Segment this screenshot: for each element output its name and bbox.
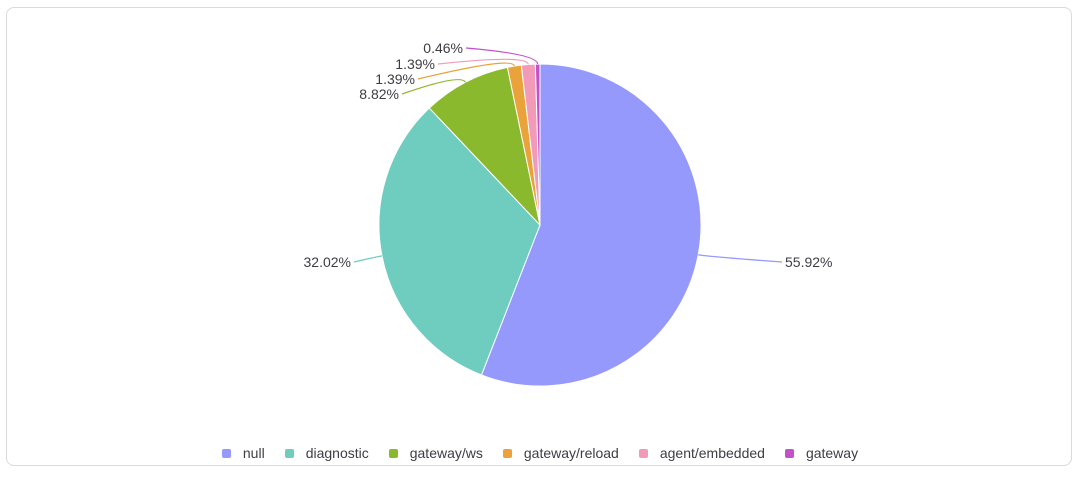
pie-slice-gateway-ws[interactable]: [428, 66, 541, 227]
data-label: 1.39%: [375, 71, 415, 87]
legend-swatch: [221, 448, 231, 458]
pie-slice-null[interactable]: [480, 63, 702, 387]
legend-item-null[interactable]: null: [221, 445, 265, 461]
data-label: 1.39%: [395, 56, 435, 72]
legend-item-diagnostic[interactable]: diagnostic: [284, 445, 369, 461]
legend-item-gateway-reload[interactable]: gateway/reload: [502, 445, 619, 461]
chart-card: 55.92% 32.02% 8.82% 1.39% 1.39% 0.46% null di…: [6, 7, 1072, 466]
legend-label: diagnostic: [305, 445, 369, 461]
leader-line: [465, 47, 539, 65]
data-label: 32.02%: [304, 254, 351, 270]
legend-swatch: [284, 448, 294, 458]
legend-label: gateway/reload: [523, 445, 619, 461]
legend-item-agent-embedded[interactable]: agent/embedded: [638, 445, 765, 461]
legend-swatch: [388, 448, 398, 458]
legend-swatch: [638, 448, 648, 458]
legend: null diagnostic gateway/ws gateway/reloa…: [7, 443, 1073, 463]
legend-swatch: [502, 448, 512, 458]
legend-item-gateway[interactable]: gateway: [784, 445, 859, 461]
legend-label: agent/embedded: [659, 445, 765, 461]
leader-line: [417, 62, 515, 80]
data-label: 8.82%: [359, 86, 399, 102]
legend-label: gateway: [805, 445, 859, 461]
leader-line: [353, 255, 383, 263]
leader-line: [401, 79, 467, 95]
pie-chart: 55.92%32.02%8.82%1.39%1.39%0.46%: [304, 40, 832, 387]
legend-label: gateway/ws: [409, 445, 483, 461]
legend-label: null: [242, 445, 265, 461]
leader-line: [437, 58, 529, 65]
data-label: 55.92%: [785, 254, 832, 270]
legend-swatch: [784, 448, 794, 458]
data-label: 0.46%: [423, 40, 463, 56]
pie-slice-diagnostic[interactable]: [378, 107, 541, 376]
legend-item-gateway-ws[interactable]: gateway/ws: [388, 445, 483, 461]
leader-line: [698, 254, 783, 263]
